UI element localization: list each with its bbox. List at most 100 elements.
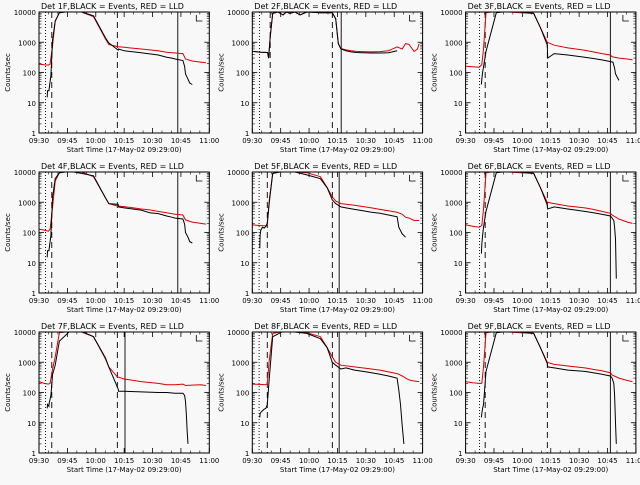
corner-glyph bbox=[409, 335, 416, 342]
x-axis-label: Start Time (17-May-02 09:29:00) bbox=[280, 306, 395, 314]
panel-title: Det 8F,BLACK = Events, RED = LLD bbox=[254, 322, 397, 331]
x-tick-label: 10:00 bbox=[299, 297, 319, 305]
x-tick-label: 10:45 bbox=[171, 137, 191, 145]
y-tick-label: 100 bbox=[236, 390, 249, 398]
y-tick-label: 10 bbox=[27, 100, 36, 108]
x-tick-label: 10:45 bbox=[384, 457, 404, 465]
y-tick-label: 10 bbox=[454, 260, 463, 268]
x-tick-label: 10:45 bbox=[384, 297, 404, 305]
lld-series-line bbox=[39, 172, 206, 232]
events-series-line bbox=[480, 12, 620, 85]
y-tick-label: 1 bbox=[245, 450, 249, 458]
x-tick-label: 10:00 bbox=[299, 137, 319, 145]
y-axis-label: Counts/sec bbox=[431, 213, 439, 252]
x-tick-label: 10:30 bbox=[142, 457, 162, 465]
y-tick-label: 1000 bbox=[445, 39, 463, 47]
y-tick-label: 100 bbox=[23, 390, 36, 398]
events-series-line bbox=[259, 332, 405, 444]
x-tick-label: 10:30 bbox=[356, 297, 376, 305]
y-tick-label: 1 bbox=[458, 290, 462, 298]
x-axis-label: Start Time (17-May-02 09:29:00) bbox=[280, 466, 395, 474]
y-tick-label: 1 bbox=[32, 130, 36, 138]
x-tick-label: 09:45 bbox=[57, 297, 77, 305]
x-axis-label: Start Time (17-May-02 09:29:00) bbox=[280, 146, 395, 154]
x-tick-label: 09:45 bbox=[271, 457, 291, 465]
x-tick-label: 11:00 bbox=[413, 137, 433, 145]
corner-glyph bbox=[195, 175, 203, 182]
y-tick-label: 100 bbox=[23, 230, 36, 238]
x-tick-label: 10:45 bbox=[384, 137, 404, 145]
x-tick-label: 10:30 bbox=[356, 137, 376, 145]
plot-frame bbox=[251, 171, 424, 294]
y-tick-label: 1 bbox=[458, 450, 462, 458]
x-axis-label: Start Time (17-May-02 09:29:00) bbox=[67, 306, 182, 314]
events-series-line bbox=[46, 12, 193, 98]
x-tick-label: 10:00 bbox=[512, 137, 532, 145]
corner-glyph bbox=[409, 15, 416, 22]
y-tick-label: 10 bbox=[240, 260, 249, 268]
y-tick-label: 10 bbox=[27, 260, 36, 268]
x-tick-label: 09:45 bbox=[57, 457, 77, 465]
y-tick-label: 10000 bbox=[227, 329, 249, 337]
x-tick-label: 10:15 bbox=[541, 137, 561, 145]
x-tick-label: 09:30 bbox=[456, 137, 476, 145]
y-tick-label: 10 bbox=[454, 420, 463, 428]
y-axis-label: Counts/sec bbox=[431, 373, 439, 412]
y-tick-label: 10 bbox=[240, 100, 249, 108]
x-tick-label: 09:45 bbox=[484, 297, 504, 305]
x-tick-label: 11:00 bbox=[413, 457, 433, 465]
x-axis-label: Start Time (17-May-02 09:29:00) bbox=[67, 146, 182, 154]
plot-frame bbox=[38, 11, 210, 134]
panel-4: Det 4F,BLACK = Events, RED = LLD 1 10 100 10… bbox=[4, 162, 219, 314]
y-axis-label: Counts/sec bbox=[431, 53, 439, 92]
events-series-line bbox=[252, 12, 398, 59]
x-axis-label: Start Time (17-May-02 09:29:00) bbox=[67, 466, 182, 474]
plot-frame bbox=[38, 331, 210, 454]
x-tick-label: 10:00 bbox=[512, 297, 532, 305]
y-tick-label: 100 bbox=[236, 70, 249, 78]
y-tick-label: 10000 bbox=[227, 9, 249, 17]
y-tick-label: 1000 bbox=[18, 199, 36, 207]
events-series-line bbox=[259, 172, 406, 249]
events-series-line bbox=[480, 172, 617, 279]
panel-9: Det 9F,BLACK = Events, RED = LLD 1 10 100 10… bbox=[431, 322, 640, 474]
x-axis-label: Start Time (17-May-02 09:29:00) bbox=[493, 146, 608, 154]
x-tick-label: 09:30 bbox=[242, 297, 262, 305]
lld-series-line bbox=[252, 332, 420, 386]
y-axis-label: Counts/sec bbox=[4, 53, 12, 92]
events-series-line bbox=[46, 332, 189, 444]
plot-frame bbox=[465, 11, 637, 134]
x-tick-label: 10:45 bbox=[597, 137, 617, 145]
plot-frame bbox=[251, 331, 424, 454]
y-axis-label: Counts/sec bbox=[4, 373, 12, 412]
x-axis-label: Start Time (17-May-02 09:29:00) bbox=[493, 306, 608, 314]
panel-title: Det 9F,BLACK = Events, RED = LLD bbox=[468, 322, 611, 331]
x-tick-label: 10:45 bbox=[597, 457, 617, 465]
panel-6: Det 6F,BLACK = Events, RED = LLD 1 10 100 10… bbox=[431, 162, 640, 314]
lld-series-line bbox=[39, 12, 206, 66]
x-tick-label: 09:30 bbox=[29, 457, 49, 465]
y-axis-label: Counts/sec bbox=[4, 213, 12, 252]
x-tick-label: 10:15 bbox=[327, 457, 347, 465]
y-tick-label: 100 bbox=[449, 390, 462, 398]
y-tick-label: 10000 bbox=[14, 329, 36, 337]
x-tick-label: 11:00 bbox=[199, 457, 219, 465]
y-tick-label: 10000 bbox=[14, 9, 36, 17]
panel-3: Det 3F,BLACK = Events, RED = LLD 1 10 100 10… bbox=[431, 2, 640, 154]
y-axis-label: Counts/sec bbox=[217, 373, 225, 412]
panel-title: Det 5F,BLACK = Events, RED = LLD bbox=[254, 162, 397, 171]
y-tick-label: 1000 bbox=[231, 39, 249, 47]
plot-frame bbox=[38, 171, 210, 294]
plot-frame bbox=[465, 171, 637, 294]
x-tick-label: 10:15 bbox=[541, 457, 561, 465]
x-tick-label: 09:45 bbox=[271, 137, 291, 145]
x-tick-label: 11:00 bbox=[199, 297, 219, 305]
panel-title: Det 2F,BLACK = Events, RED = LLD bbox=[254, 2, 397, 11]
x-tick-label: 10:15 bbox=[327, 297, 347, 305]
x-tick-label: 10:00 bbox=[86, 297, 106, 305]
y-tick-label: 1 bbox=[458, 130, 462, 138]
x-tick-label: 11:00 bbox=[413, 297, 433, 305]
lld-series-line bbox=[39, 332, 206, 387]
